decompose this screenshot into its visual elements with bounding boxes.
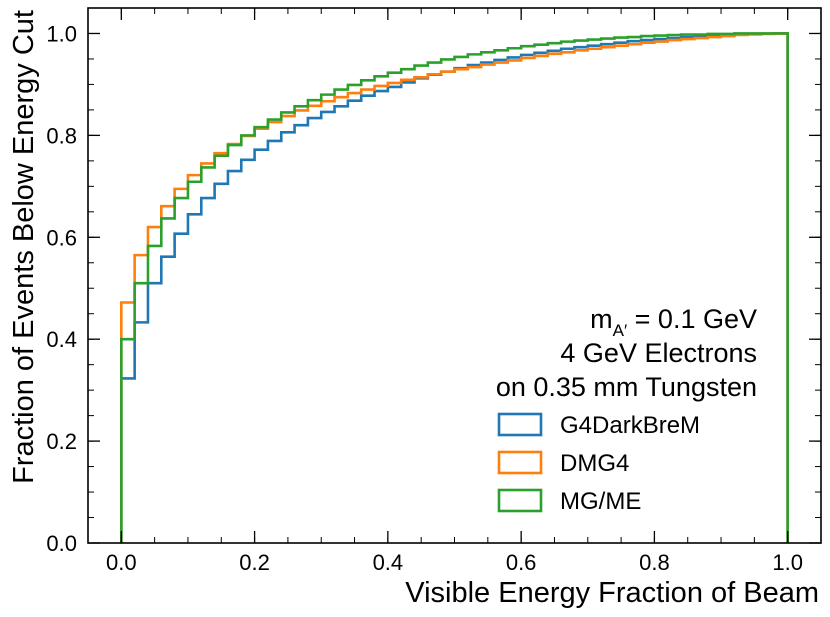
legend-label-2: MG/ME xyxy=(560,488,641,515)
legend-swatch-2 xyxy=(497,488,543,513)
y-tick-label: 0.2 xyxy=(46,429,77,454)
legend: G4DarkBreM DMG4 MG/ME xyxy=(497,412,700,515)
annotation-mass-subscript: A′ xyxy=(613,321,628,340)
legend-swatch-0 xyxy=(497,412,543,437)
tick-labels: 0.0 0.2 0.4 0.6 0.8 1.0 0.0 0.2 0.4 0.6 0.8 1.0 xyxy=(46,21,803,575)
series-line-0 xyxy=(120,32,789,543)
annotation-mass-symbol: m xyxy=(590,304,613,334)
legend-label-1: DMG4 xyxy=(560,450,629,477)
annotation-mass: mA′ = 0.1 GeV xyxy=(590,304,757,340)
annotation-mass-value: = 0.1 GeV xyxy=(627,304,757,334)
x-tick-label: 0.2 xyxy=(239,550,270,575)
y-tick-label: 0.6 xyxy=(46,225,77,250)
y-tick-label: 1.0 xyxy=(46,21,77,46)
x-tick-label: 0.6 xyxy=(506,550,537,575)
series-line-1 xyxy=(120,32,789,543)
y-axis-label: Fraction of Events Below Energy Cut xyxy=(8,10,40,484)
x-axis-label: Visible Energy Fraction of Beam xyxy=(405,577,819,609)
y-tick-label: 0.4 xyxy=(46,327,77,352)
series-line-2 xyxy=(120,32,789,543)
x-tick-label: 0.4 xyxy=(373,550,404,575)
annotation: mA′ = 0.1 GeV 4 GeV Electrons on 0.35 mm… xyxy=(496,304,757,402)
annotation-beam: 4 GeV Electrons xyxy=(560,338,757,368)
legend-swatch-1 xyxy=(497,450,543,475)
plot-frame xyxy=(87,7,822,544)
x-tick-label: 0.8 xyxy=(639,550,670,575)
major-ticks xyxy=(88,8,821,544)
annotation-target: on 0.35 mm Tungsten xyxy=(496,372,757,402)
x-tick-label: 1.0 xyxy=(772,550,803,575)
y-tick-label: 0.8 xyxy=(46,123,77,148)
series-layer xyxy=(120,32,789,543)
x-tick-label: 0.0 xyxy=(106,550,137,575)
minor-ticks xyxy=(87,7,822,544)
y-tick-label: 0.0 xyxy=(46,531,77,556)
legend-label-0: G4DarkBreM xyxy=(560,412,700,439)
